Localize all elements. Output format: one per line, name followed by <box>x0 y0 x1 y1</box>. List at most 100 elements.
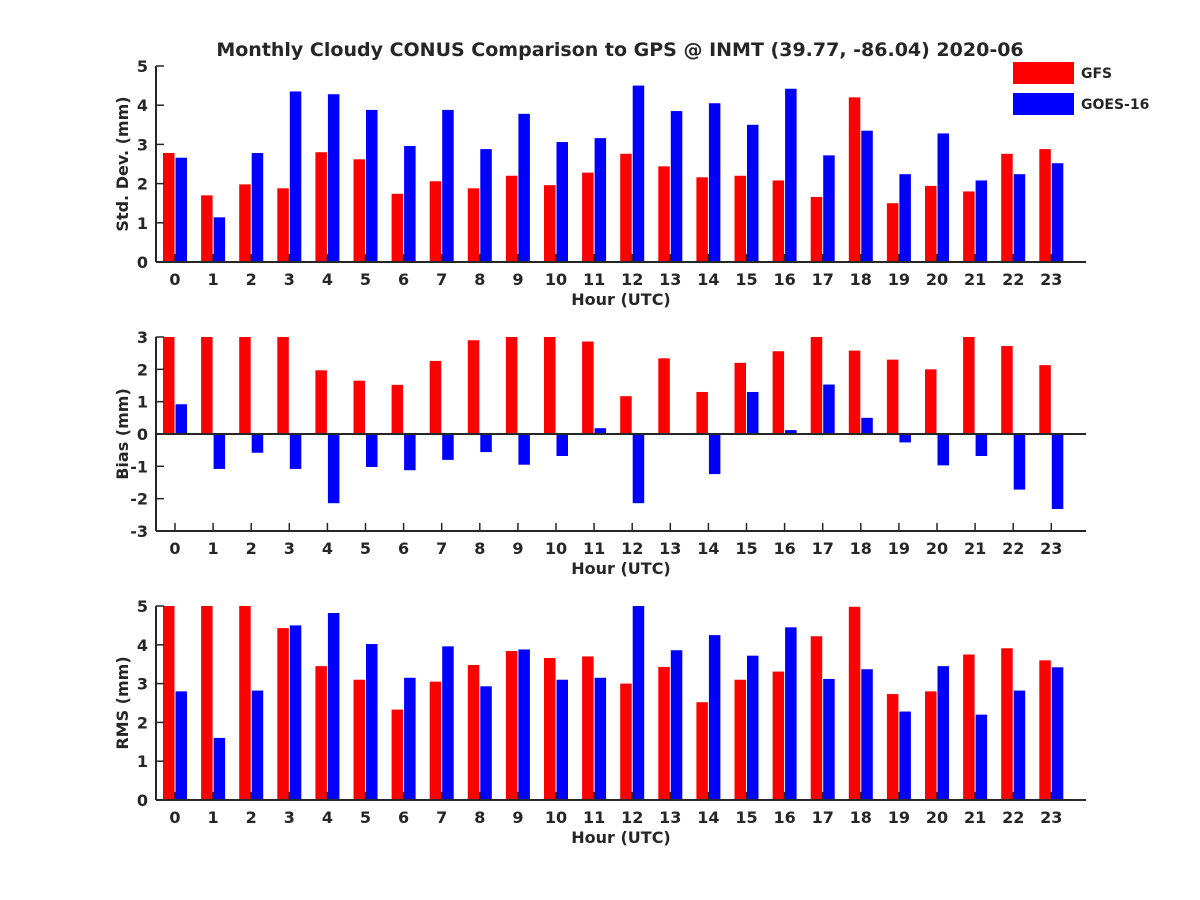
x-tick-label: 1 <box>208 808 219 827</box>
bar-gfs-hour-2 <box>239 337 251 434</box>
x-tick-label: 20 <box>926 270 948 289</box>
x-tick-label: 12 <box>621 539 643 558</box>
bar-gfs-hour-21 <box>963 337 975 434</box>
bar-goes-16-hour-8 <box>480 149 492 262</box>
figure-title: Monthly Cloudy CONUS Comparison to GPS @… <box>216 39 1023 61</box>
bar-gfs-hour-1 <box>201 195 213 262</box>
bar-goes-16-hour-1 <box>213 737 226 800</box>
x-tick-label: 12 <box>621 270 643 289</box>
y-tick-label: 0 <box>137 425 148 444</box>
x-tick-label: 10 <box>545 808 567 827</box>
bar-goes-16-hour-11 <box>594 428 607 434</box>
x-tick-label: 0 <box>169 808 180 827</box>
bar-gfs-hour-15 <box>734 175 746 262</box>
y-tick-label: 1 <box>137 752 148 771</box>
bar-gfs-hour-23 <box>1039 149 1051 262</box>
bar-gfs-hour-6 <box>391 193 404 262</box>
y-tick-label: 5 <box>137 597 148 616</box>
bar-goes-16-hour-21 <box>975 180 988 262</box>
x-tick-label: 9 <box>512 808 523 827</box>
x-tick-label: 11 <box>583 270 605 289</box>
bar-goes-16-hour-22 <box>1013 690 1026 800</box>
x-tick-label: 20 <box>926 539 948 558</box>
x-tick-label: 10 <box>545 539 567 558</box>
x-tick-label: 1 <box>208 539 219 558</box>
legend-label-gfs: GFS <box>1081 66 1112 82</box>
bar-goes-16-hour-5 <box>366 644 378 800</box>
x-tick-label: 0 <box>169 270 180 289</box>
x-tick-label: 23 <box>1040 539 1062 558</box>
y-axis-label: RMS (mm) <box>113 656 132 749</box>
y-tick-label: 0 <box>137 253 148 272</box>
bar-goes-16-hour-20 <box>937 666 949 800</box>
y-tick-label: 3 <box>137 135 148 154</box>
x-tick-label: 22 <box>1002 270 1024 289</box>
bar-gfs-hour-23 <box>1039 365 1051 434</box>
bar-gfs-hour-1 <box>201 606 213 800</box>
bar-gfs-hour-5 <box>353 380 365 434</box>
bar-goes-16-hour-18 <box>861 417 873 434</box>
bar-gfs-hour-16 <box>772 351 785 434</box>
bar-goes-16-hour-0 <box>175 404 187 434</box>
x-tick-label: 6 <box>398 270 409 289</box>
y-tick-label: -1 <box>130 457 148 476</box>
x-tick-label: 15 <box>735 808 757 827</box>
bar-goes-16-hour-14 <box>708 103 721 263</box>
x-axis-label: Hour (UTC) <box>571 559 671 578</box>
x-tick-label: 19 <box>888 270 910 289</box>
bar-gfs-hour-14 <box>696 391 708 434</box>
x-tick-label: 17 <box>812 539 834 558</box>
x-tick-label: 5 <box>360 808 371 827</box>
bar-gfs-hour-15 <box>734 679 746 800</box>
bar-gfs-hour-16 <box>772 671 785 800</box>
x-tick-label: 22 <box>1002 539 1024 558</box>
bar-gfs-hour-9 <box>505 175 518 262</box>
y-tick-label: 5 <box>137 57 148 76</box>
bar-goes-16-hour-16 <box>785 627 797 800</box>
bar-goes-16-hour-13 <box>670 650 683 800</box>
x-tick-label: 7 <box>436 808 447 827</box>
x-tick-label: 7 <box>436 539 447 558</box>
bar-gfs-hour-2 <box>239 606 251 800</box>
bar-goes-16-hour-2 <box>251 690 264 800</box>
x-tick-label: 21 <box>964 270 986 289</box>
bar-goes-16-hour-14 <box>708 635 721 800</box>
x-tick-label: 2 <box>246 270 257 289</box>
bar-goes-16-hour-16 <box>785 430 797 434</box>
x-tick-label: 4 <box>322 270 333 289</box>
bar-goes-16-hour-13 <box>670 111 683 262</box>
bar-gfs-hour-19 <box>886 694 899 800</box>
bar-gfs-hour-13 <box>658 358 670 434</box>
x-tick-label: 21 <box>964 808 986 827</box>
y-tick-label: 3 <box>137 675 148 694</box>
bar-gfs-hour-20 <box>925 369 937 434</box>
bar-goes-16-hour-3 <box>289 91 302 262</box>
bar-goes-16-hour-15 <box>747 655 759 800</box>
bar-goes-16-hour-22 <box>1013 434 1026 490</box>
bar-goes-16-hour-2 <box>251 153 264 262</box>
bar-goes-16-hour-17 <box>823 384 835 434</box>
y-tick-label: 4 <box>137 96 148 115</box>
x-tick-label: 7 <box>436 270 447 289</box>
bar-goes-16-hour-4 <box>327 94 340 262</box>
bar-gfs-hour-5 <box>353 159 365 262</box>
x-tick-label: 4 <box>322 808 333 827</box>
y-tick-label: 2 <box>137 713 148 732</box>
x-tick-label: 19 <box>888 539 910 558</box>
bar-gfs-hour-21 <box>963 654 975 800</box>
bar-gfs-hour-12 <box>620 683 632 800</box>
bar-gfs-hour-19 <box>886 203 899 262</box>
bar-goes-16-hour-20 <box>937 434 949 466</box>
bar-goes-16-hour-3 <box>289 434 302 469</box>
y-tick-label: 1 <box>137 214 148 233</box>
bar-goes-16-hour-20 <box>937 133 949 262</box>
bar-gfs-hour-11 <box>582 656 594 800</box>
bar-goes-16-hour-9 <box>518 649 530 800</box>
bar-gfs-hour-9 <box>505 651 518 800</box>
bar-gfs-hour-19 <box>886 359 899 434</box>
x-tick-label: 11 <box>583 808 605 827</box>
x-tick-label: 8 <box>474 270 485 289</box>
bar-gfs-hour-12 <box>620 153 632 262</box>
